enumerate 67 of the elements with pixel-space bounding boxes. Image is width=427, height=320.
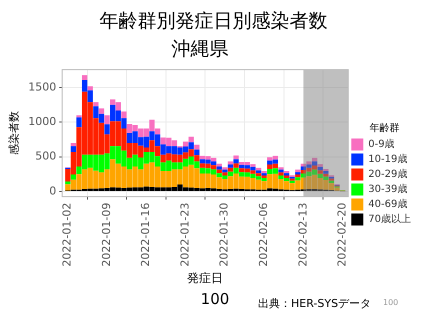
bar [104, 124, 110, 134]
y-tick-label: 1500 [28, 80, 56, 94]
bar [88, 86, 93, 90]
x-tick-label: 2022-01-16 [139, 202, 152, 267]
bar [318, 164, 323, 167]
bar [76, 117, 82, 128]
bar [233, 163, 239, 168]
bar [70, 143, 76, 146]
bar [284, 173, 290, 176]
x-tick-label: 2022-02-06 [256, 202, 270, 267]
bar [318, 166, 323, 170]
bar [312, 158, 318, 162]
bar [323, 171, 328, 174]
bar [216, 166, 222, 170]
x-tick-label: 2022-02-20 [336, 202, 349, 267]
bar [82, 75, 88, 80]
bar [222, 170, 228, 172]
bar [278, 170, 284, 172]
bar [328, 180, 334, 184]
text: 100 [383, 298, 398, 307]
bar [261, 173, 267, 176]
x-tick-label: 2022-01-23 [178, 202, 192, 267]
bar [93, 102, 99, 106]
source-note: 出典：HER-SYSデータ [258, 296, 372, 311]
bar [121, 111, 127, 118]
bar [65, 181, 70, 184]
legend-label: 30-39歳 [368, 183, 408, 196]
legend-label: 10-19歳 [368, 153, 408, 166]
x-tick-label: 2022-01-30 [218, 202, 231, 267]
x-tick-label: 2022-02-13 [296, 202, 310, 267]
bar [295, 177, 300, 180]
bar [104, 115, 110, 124]
y-tick-label: 0 [49, 184, 56, 198]
text: 100 [200, 290, 230, 308]
x-axis-title: 発症日 [187, 270, 224, 285]
bar [70, 146, 76, 152]
y-tick-label: 500 [35, 150, 56, 163]
bar [222, 167, 228, 170]
bar [98, 108, 104, 114]
legend-label: 0-9歳 [368, 138, 395, 150]
bar [318, 170, 323, 174]
bar [194, 144, 200, 150]
chart-title: 年齢群別発症日別感染者数 [98, 9, 328, 34]
bar [278, 167, 284, 170]
bar [295, 174, 300, 178]
bar [228, 161, 234, 164]
bar [295, 170, 300, 172]
legend-label: 20-29歳 [368, 168, 408, 180]
bar [256, 168, 262, 170]
bar [233, 159, 239, 164]
bar [323, 174, 328, 177]
bar [233, 155, 239, 160]
x-tick-label: 2022-01-02 [60, 202, 74, 267]
bar [216, 164, 222, 167]
legend-label: 70歳以上 [368, 213, 412, 226]
bar [323, 168, 328, 172]
y-axis-title: 感染者数 [7, 111, 20, 156]
bar [194, 150, 200, 156]
chart-subtitle: 沖縄県 [170, 37, 230, 62]
bar [228, 164, 234, 168]
bar [295, 172, 300, 175]
legend-title: 年齢群 [370, 122, 400, 134]
x-tick-label: 2022-01-09 [100, 202, 113, 267]
y-tick-label: 1000 [28, 115, 56, 128]
legend-label: 40-69歳 [368, 198, 408, 210]
bar [70, 174, 76, 180]
bar [278, 172, 284, 176]
